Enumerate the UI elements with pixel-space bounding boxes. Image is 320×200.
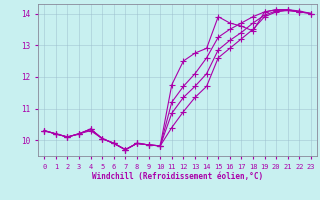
X-axis label: Windchill (Refroidissement éolien,°C): Windchill (Refroidissement éolien,°C) <box>92 172 263 181</box>
